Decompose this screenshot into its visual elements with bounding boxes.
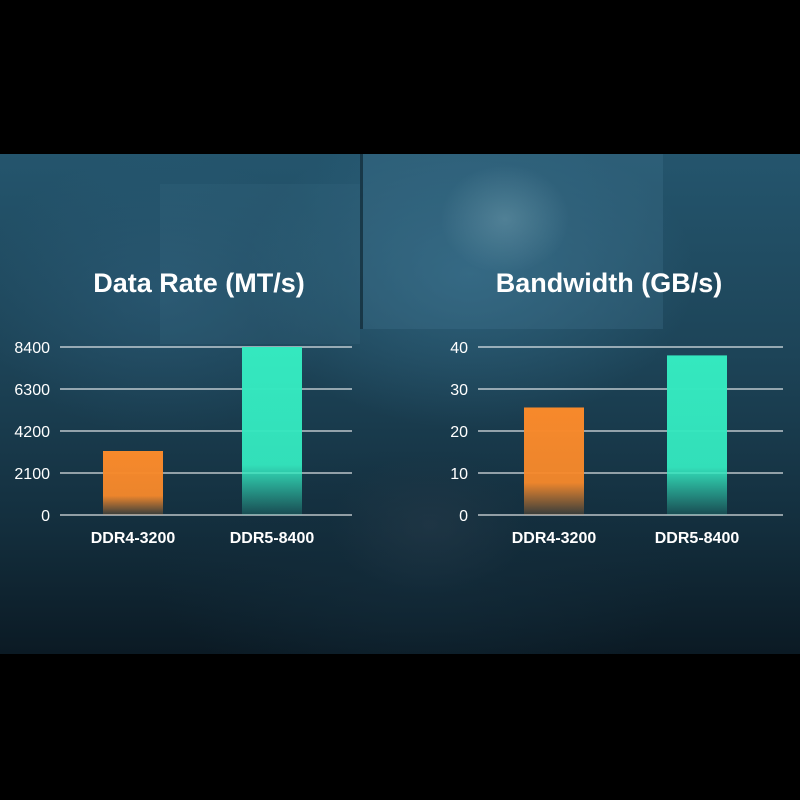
bar-ddr5-8400	[242, 347, 302, 515]
y-tick-label: 10	[450, 466, 468, 483]
chart-1: Data Rate (MT/s) 0 2100 4200 6300 8400 DDR4-32…	[14, 268, 352, 547]
y-tick-label: 8400	[14, 340, 50, 357]
hand-silhouette	[330, 454, 530, 594]
monitor-silhouette	[360, 154, 663, 329]
bar-ddr5-8400	[667, 355, 727, 515]
chart-title: Bandwidth (GB/s)	[496, 268, 722, 298]
y-tick-label: 40	[450, 340, 468, 357]
y-tick-label: 30	[450, 382, 468, 399]
bar-ddr4-3200	[524, 407, 584, 515]
y-tick-label: 6300	[14, 382, 50, 399]
bar-ddr4-3200	[103, 451, 163, 515]
x-category-label: DDR4-3200	[91, 530, 176, 547]
x-category-label: DDR5-8400	[655, 530, 740, 547]
screen-glow	[440, 164, 570, 274]
y-tick-label: 0	[41, 508, 50, 525]
chart-2: Bandwidth (GB/s) 0 10 20 30 40 DDR4-3200 DDR5-8…	[450, 268, 783, 547]
y-tick-label: 4200	[14, 424, 50, 441]
y-tick-label: 0	[459, 508, 468, 525]
chart-title: Data Rate (MT/s)	[93, 268, 305, 298]
laptop-silhouette	[160, 184, 360, 344]
background-photo	[0, 154, 800, 654]
y-tick-label: 2100	[14, 466, 50, 483]
y-tick-label: 20	[450, 424, 468, 441]
x-category-label: DDR4-3200	[512, 530, 597, 547]
x-category-label: DDR5-8400	[230, 530, 315, 547]
